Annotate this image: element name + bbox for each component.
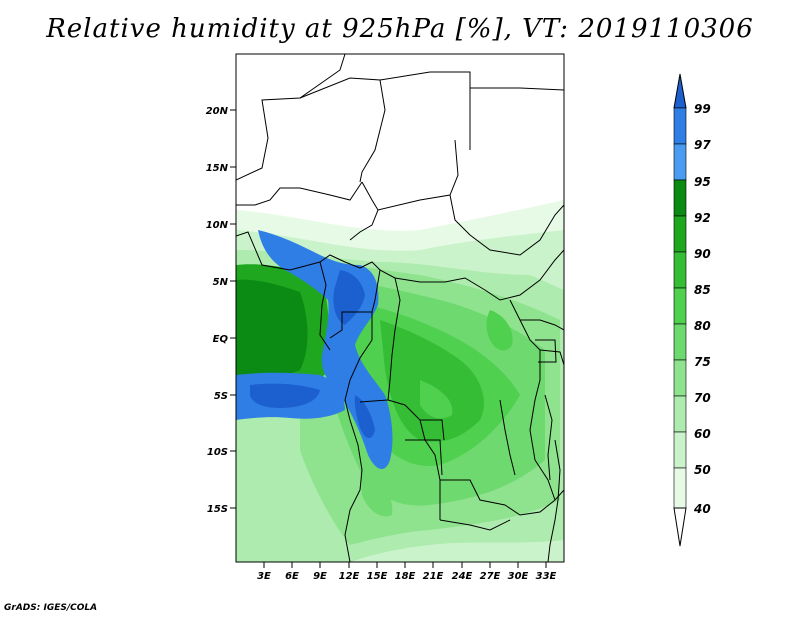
colorbar-segment: [673, 251, 687, 289]
colorbar-segment: [673, 359, 687, 397]
colorbar-segment: [673, 431, 687, 469]
lon-tick-label: 21E: [423, 571, 444, 582]
lon-tick-label: 15E: [367, 571, 388, 582]
country-borders: [236, 54, 564, 562]
colorbar-label: 92: [694, 211, 711, 225]
lon-tick-label: 3E: [257, 571, 271, 582]
colorbar-segment: [673, 323, 687, 361]
colorbar-segment: [673, 467, 687, 509]
footer-credit: GrADS: IGES/COLA: [4, 603, 98, 613]
lon-tick-label: 27E: [480, 571, 501, 582]
lat-tick-label: 10S: [207, 447, 228, 458]
lat-tick-label: 20N: [206, 106, 229, 117]
colorbar-segment: [673, 179, 687, 217]
lon-tick-label: 9E: [313, 571, 327, 582]
lat-tick-label: 15N: [206, 163, 229, 174]
lat-ticks: 20N 15N 10N 5N EQ 5S 10S 15S: [206, 106, 236, 515]
colorbar-label: 50: [694, 463, 711, 477]
colorbar-label: 99: [694, 102, 711, 116]
colorbar-bottom-arrow: [673, 507, 687, 547]
lon-tick-label: 6E: [285, 571, 299, 582]
colorbar-segment: [673, 287, 687, 325]
lat-tick-label: 5N: [213, 277, 229, 288]
colorbar-segment: [673, 395, 687, 433]
lat-tick-label: 10N: [206, 220, 229, 231]
lat-tick-label: 5S: [214, 391, 228, 402]
lon-tick-label: 18E: [395, 571, 416, 582]
colorbar-label: 70: [694, 391, 711, 405]
colorbar-top-arrow: [673, 73, 687, 109]
colorbar-label: 60: [694, 427, 711, 441]
colorbar-label: 90: [694, 247, 711, 261]
lon-ticks: 3E 6E 9E 12E 15E 18E 21E 24E 27E 30E 33E: [257, 562, 557, 582]
colorbar-label: 85: [694, 283, 711, 297]
colorbar-label: 40: [693, 502, 711, 516]
lon-tick-label: 24E: [452, 571, 473, 582]
humidity-field: [236, 54, 564, 562]
chart-title: Relative humidity at 925hPa [%], VT: 201…: [46, 14, 754, 44]
lat-tick-label: EQ: [213, 334, 229, 345]
colorbar-segment: [673, 143, 687, 181]
colorbar-label: 95: [694, 175, 711, 189]
colorbar-segment: [673, 107, 687, 145]
lat-tick-label: 15S: [207, 504, 228, 515]
colorbar-label: 80: [694, 319, 711, 333]
colorbar-label: 75: [694, 355, 711, 369]
colorbar-label: 97: [694, 138, 711, 152]
lon-tick-label: 33E: [536, 571, 557, 582]
lon-tick-label: 30E: [508, 571, 529, 582]
colorbar: 99 97 95 92 90 85 80 75 70 60 50 40: [673, 73, 711, 547]
lon-tick-label: 12E: [339, 571, 360, 582]
colorbar-segment: [673, 215, 687, 253]
map-frame: [235, 53, 565, 563]
